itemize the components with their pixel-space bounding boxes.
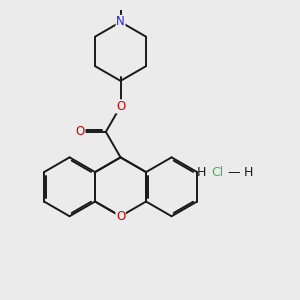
Text: N: N [116,16,125,28]
Text: H: H [244,166,253,178]
Text: Cl: Cl [212,166,224,178]
Text: —: — [228,166,240,178]
Text: H: H [197,166,206,178]
Text: O: O [116,100,125,113]
Text: O: O [116,210,125,223]
Text: O: O [76,125,85,138]
